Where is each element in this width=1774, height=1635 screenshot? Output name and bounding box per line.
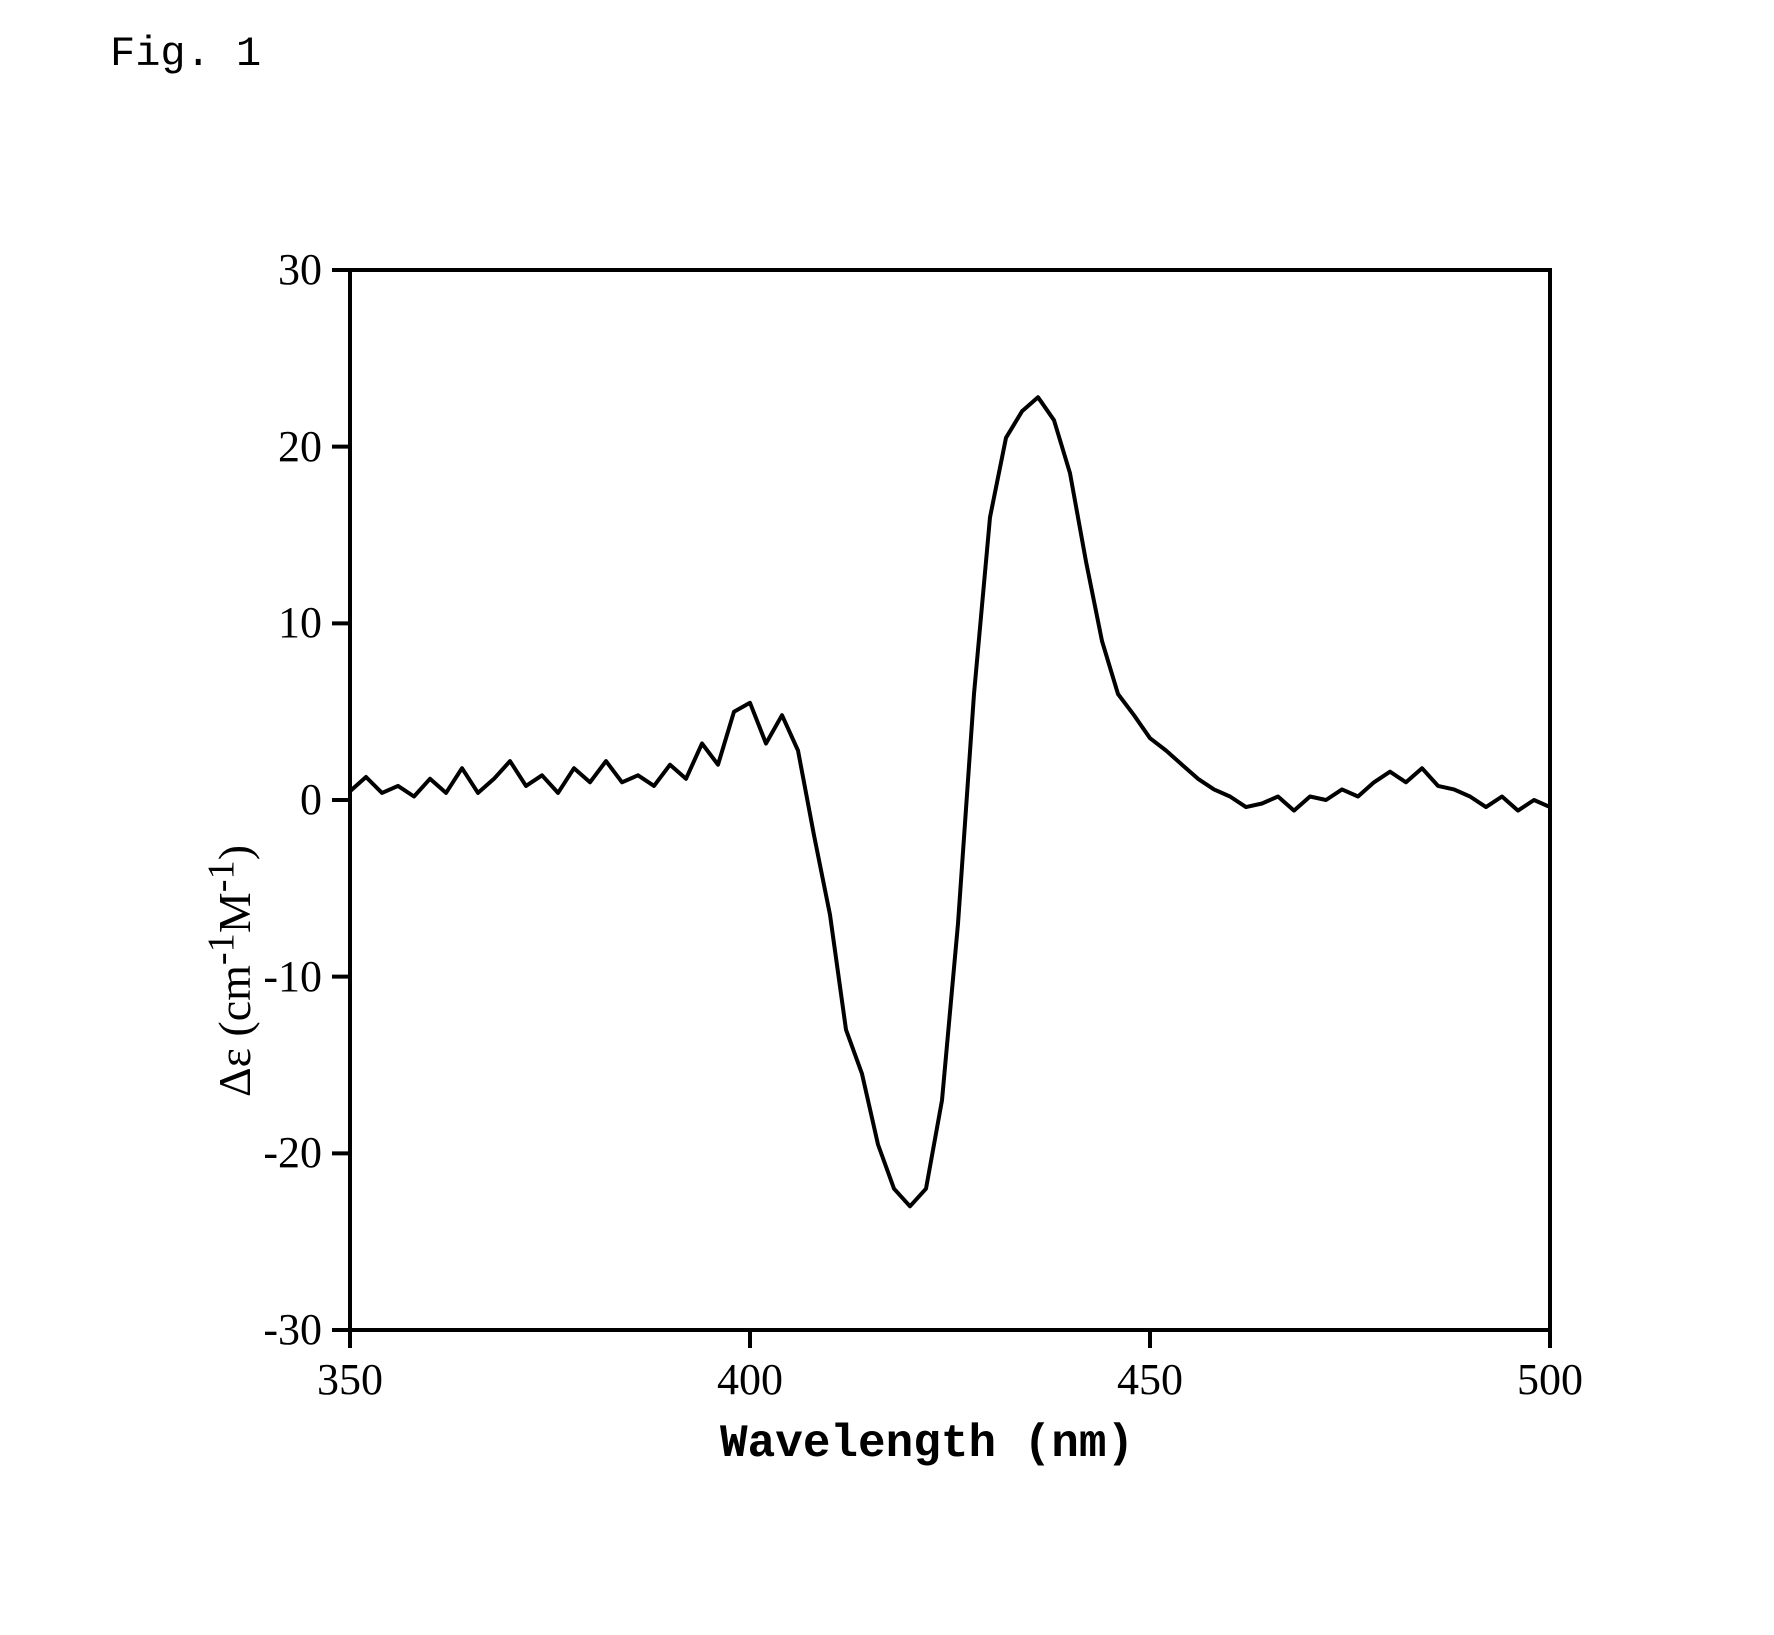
chart: Δε (cm-1M-1) Wavelength (nm) -30-20-1001… (150, 240, 1650, 1595)
figure-label: Fig. 1 (110, 30, 261, 78)
y-tick-label: -20 (232, 1127, 322, 1178)
y-tick-label: 20 (232, 421, 322, 472)
y-tick-label: 0 (232, 774, 322, 825)
y-tick-label: -30 (232, 1304, 322, 1355)
page: Fig. 1 Δε (cm-1M-1) Wavelength (nm) -30-… (0, 0, 1774, 1635)
x-tick-label: 450 (1100, 1354, 1200, 1405)
y-tick-label: -10 (232, 951, 322, 1002)
y-tick-label: 30 (232, 244, 322, 295)
y-tick-label: 10 (232, 597, 322, 648)
x-tick-label: 350 (300, 1354, 400, 1405)
x-tick-label: 400 (700, 1354, 800, 1405)
x-tick-label: 500 (1500, 1354, 1600, 1405)
x-axis-label: Wavelength (nm) (720, 1418, 1134, 1470)
